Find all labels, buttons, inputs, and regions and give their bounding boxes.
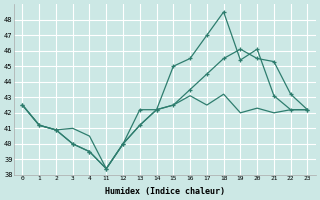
X-axis label: Humidex (Indice chaleur): Humidex (Indice chaleur): [105, 187, 225, 196]
